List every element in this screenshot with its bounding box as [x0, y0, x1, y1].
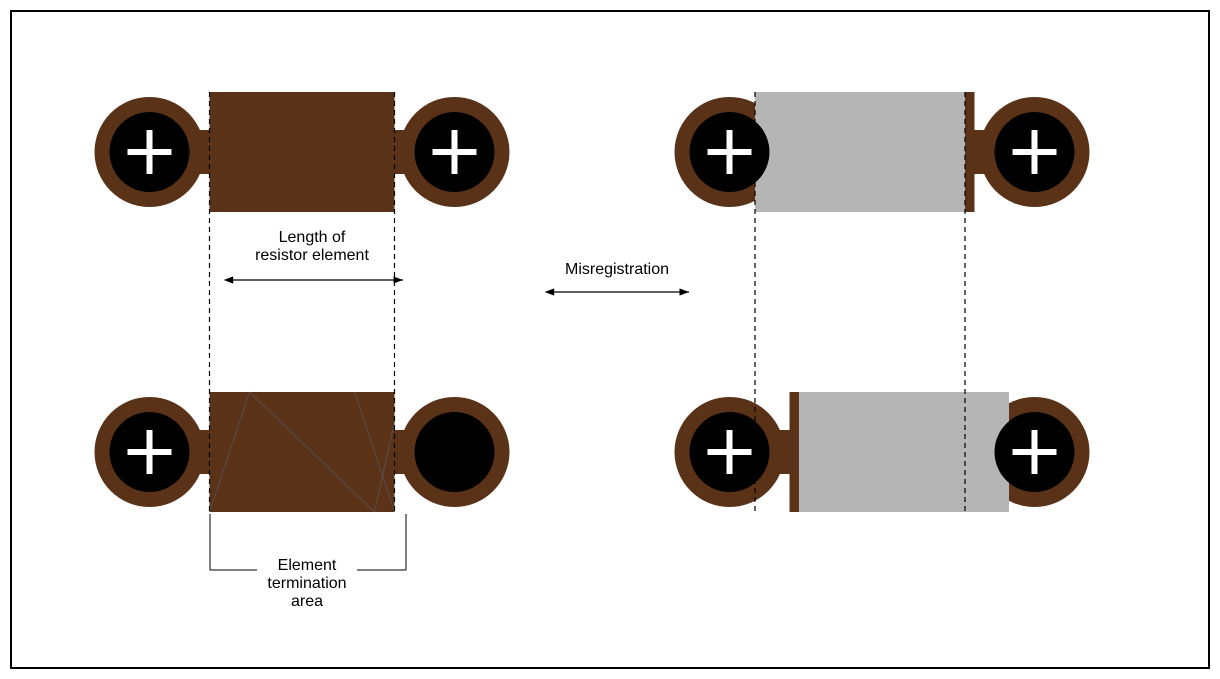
- term-label-2: termination: [267, 575, 346, 592]
- resistor-element-gray: [799, 392, 1009, 512]
- resistor-component: [95, 92, 510, 212]
- resistor-component: [675, 392, 1090, 512]
- resistor-body: [210, 392, 395, 512]
- resistor-body: [210, 92, 395, 212]
- length-label-2: resistor element: [255, 247, 369, 264]
- misregistration-label: Misregistration: [565, 261, 669, 278]
- pad-inner-right: [415, 412, 495, 492]
- term-label: Element: [278, 557, 337, 574]
- resistor-component: [675, 92, 1090, 212]
- term-label-3: area: [291, 593, 323, 610]
- length-label: Length of: [279, 229, 346, 246]
- resistor-component: [95, 392, 510, 512]
- resistor-element-gray: [755, 92, 965, 212]
